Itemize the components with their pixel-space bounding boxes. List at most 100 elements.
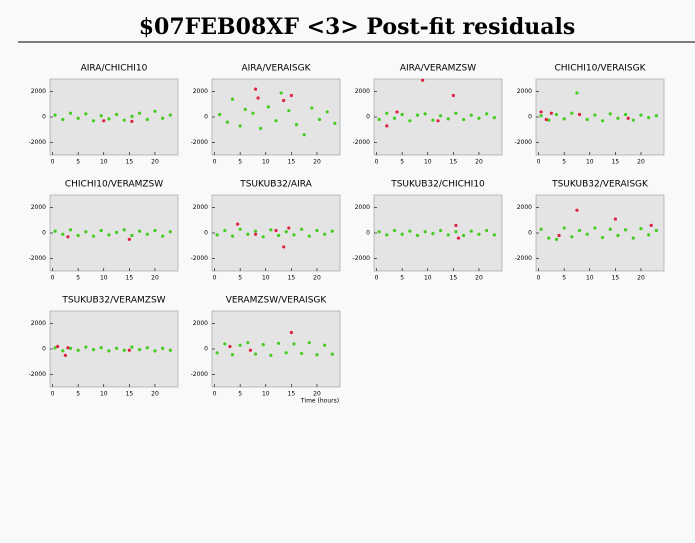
residual-point: [477, 116, 481, 120]
residual-point: [294, 123, 299, 127]
residual-point: [547, 236, 551, 240]
residual-point: [145, 346, 149, 350]
residual-point: [225, 120, 229, 124]
residual-point: [451, 93, 455, 98]
x-tick-label: 0: [213, 159, 217, 166]
residual-point: [446, 233, 450, 237]
residual-point: [91, 119, 96, 123]
residual-point: [544, 117, 548, 122]
residual-point: [377, 117, 381, 122]
residual-point: [585, 232, 589, 236]
residual-point: [385, 111, 389, 115]
x-tick-label: 5: [238, 391, 242, 398]
residual-point: [593, 226, 597, 230]
residual-point: [562, 226, 566, 230]
residual-point: [647, 233, 651, 237]
residual-point: [138, 348, 142, 352]
residual-point: [292, 342, 296, 346]
residual-point: [400, 112, 404, 117]
y-tick-label: 0: [204, 230, 208, 237]
residual-point: [63, 353, 67, 357]
residual-point: [91, 348, 96, 352]
y-tick-label: 2000: [193, 204, 208, 211]
residual-point: [616, 233, 620, 238]
y-tick-label: 2000: [31, 320, 46, 327]
panel-title: VERAMZSW/VERAISGK: [226, 296, 328, 306]
residual-point: [317, 117, 322, 122]
residual-point: [153, 109, 157, 113]
residual-point: [53, 113, 57, 117]
residual-point: [218, 112, 222, 117]
residual-point: [138, 229, 142, 233]
residual-point: [76, 233, 80, 238]
residual-point: [323, 232, 327, 236]
x-tick-label: 15: [450, 275, 458, 282]
x-tick-label: 0: [213, 275, 217, 282]
residual-point: [253, 352, 258, 356]
residual-point: [287, 226, 291, 230]
residual-point: [284, 230, 288, 234]
residual-point: [557, 233, 561, 238]
y-tick-label: 0: [42, 230, 46, 237]
residual-point: [230, 353, 235, 357]
residual-point: [608, 112, 612, 116]
residual-point: [613, 217, 617, 221]
residual-point: [436, 119, 440, 123]
residual-point: [145, 117, 149, 122]
residual-point: [325, 110, 329, 114]
residual-point: [269, 353, 273, 357]
residual-point: [266, 105, 270, 109]
x-tick-label: 0: [375, 159, 379, 166]
residual-point: [310, 106, 314, 110]
residual-point: [61, 117, 65, 122]
residual-point: [99, 346, 103, 350]
residual-point: [223, 228, 227, 233]
residual-point: [130, 233, 134, 238]
residual-point: [577, 228, 582, 233]
residual-point: [246, 341, 250, 345]
residual-point: [236, 222, 240, 226]
residual-point: [462, 233, 466, 238]
residual-point: [300, 351, 304, 356]
panel-title: AIRA/VERAMZSW: [400, 64, 476, 74]
x-tick-label: 20: [313, 391, 321, 398]
residual-point: [575, 91, 579, 95]
residual-point: [276, 341, 281, 345]
y-tick-label: 0: [528, 230, 532, 237]
x-tick-label: 5: [76, 275, 80, 282]
x-tick-label: 20: [151, 391, 159, 398]
residual-point: [415, 113, 420, 117]
residual-point: [53, 229, 57, 233]
residual-point: [68, 346, 73, 350]
residual-point: [438, 228, 443, 233]
residual-point: [539, 110, 543, 114]
y-tick-label: -2000: [29, 255, 47, 262]
residual-point: [639, 226, 643, 231]
residual-point: [238, 124, 242, 128]
x-tick-label: 10: [586, 159, 594, 166]
x-axis-label: Time (hours): [300, 398, 339, 405]
residual-point: [99, 228, 103, 233]
residual-point: [392, 116, 397, 120]
residual-point: [107, 117, 111, 121]
panel-title: TSUKUB32/AIRA: [239, 180, 312, 190]
y-tick-label: -2000: [515, 255, 533, 262]
residual-point: [127, 237, 131, 241]
residual-point: [333, 121, 337, 125]
residual-point: [315, 353, 319, 357]
residual-point: [76, 348, 80, 352]
residual-point: [315, 228, 319, 233]
residual-point: [485, 112, 489, 116]
y-tick-label: 0: [42, 346, 46, 353]
residual-point: [274, 119, 278, 123]
residual-point: [122, 118, 126, 122]
x-tick-label: 0: [51, 275, 55, 282]
residual-point: [554, 237, 559, 241]
residual-point: [276, 233, 281, 238]
residual-point: [138, 111, 142, 115]
residual-point: [421, 78, 425, 82]
residual-point: [256, 96, 260, 100]
residual-point: [215, 351, 219, 355]
residual-point: [261, 235, 265, 239]
residual-point: [323, 343, 327, 347]
